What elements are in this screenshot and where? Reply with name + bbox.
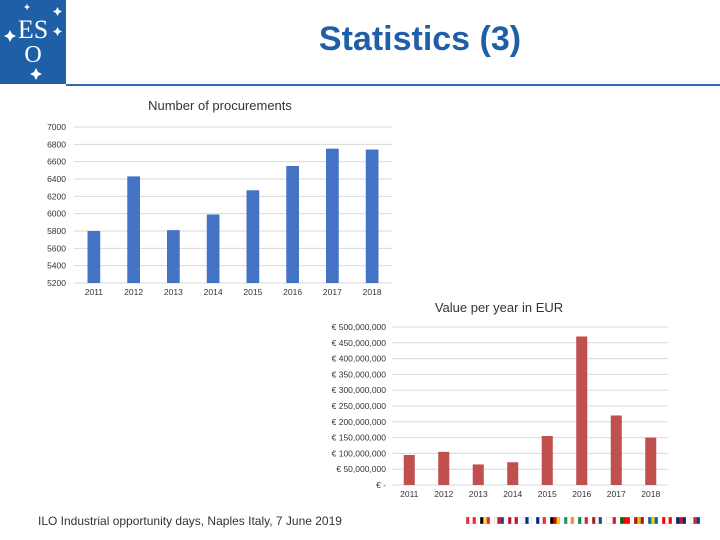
value-xtick-label: 2011 xyxy=(400,489,419,499)
procurements-ytick-label: 7000 xyxy=(47,122,66,132)
value-bar-2018 xyxy=(645,437,657,485)
procurements-ytick-label: 6000 xyxy=(47,209,66,219)
value-ytick-label: € 200,000,000 xyxy=(332,417,387,427)
procurements-ytick-label: 5800 xyxy=(47,226,66,236)
portugal-flag xyxy=(620,517,630,524)
procurements-bar-2016 xyxy=(286,166,299,283)
value-ytick-label: € 100,000,000 xyxy=(332,448,387,458)
value-xtick-label: 2013 xyxy=(469,489,488,499)
czech-flag xyxy=(494,517,504,524)
procurements-xtick-label: 2015 xyxy=(243,287,262,297)
switzerland-flag xyxy=(662,517,672,524)
procurements-xtick-label: 2013 xyxy=(164,287,183,297)
procurements-bar-2012 xyxy=(127,176,140,283)
italy-flag xyxy=(578,517,588,524)
value-xtick-label: 2014 xyxy=(503,489,522,499)
belgium-flag xyxy=(480,517,490,524)
procurements-xtick-label: 2014 xyxy=(204,287,223,297)
value-xtick-label: 2018 xyxy=(641,489,660,499)
france-flag xyxy=(536,517,546,524)
eso-logo: ES O xyxy=(0,0,66,84)
member-flags xyxy=(466,517,700,524)
procurements-ytick-label: 5200 xyxy=(47,278,66,288)
value-xtick-label: 2015 xyxy=(538,489,557,499)
value-xtick-label: 2016 xyxy=(572,489,591,499)
logo-text-bottom: O xyxy=(24,42,41,68)
poland-flag xyxy=(606,517,616,524)
finland-flag xyxy=(522,517,532,524)
ireland-flag xyxy=(564,517,574,524)
slide-title: Statistics (3) xyxy=(318,20,522,58)
austria-flag xyxy=(466,517,476,524)
value-ytick-label: € 250,000,000 xyxy=(332,401,387,411)
procurements-ytick-label: 5600 xyxy=(47,243,66,253)
value-xtick-label: 2017 xyxy=(607,489,626,499)
value-xtick-label: 2012 xyxy=(434,489,453,499)
procurements-ytick-label: 5400 xyxy=(47,261,66,271)
procurements-xtick-label: 2017 xyxy=(323,287,342,297)
netherlands-flag xyxy=(592,517,602,524)
procurements-xtick-label: 2018 xyxy=(363,287,382,297)
procurements-ytick-label: 6600 xyxy=(47,157,66,167)
procurements-bar-2015 xyxy=(246,190,260,283)
procurements-xtick-label: 2011 xyxy=(85,287,104,297)
value-ytick-label: € 350,000,000 xyxy=(332,369,387,379)
value-ytick-label: € 400,000,000 xyxy=(332,354,387,364)
value-bar-2012 xyxy=(438,451,450,485)
chile-flag xyxy=(690,517,700,524)
value-bar-2013 xyxy=(472,464,484,485)
value-ytick-label: € 500,000,000 xyxy=(332,322,387,332)
logo-text-top: ES xyxy=(18,15,48,44)
spain-flag xyxy=(634,517,644,524)
procurements-chart: Number of procurements 5200 5400 5600 5800 60… xyxy=(47,98,392,297)
value-ytick-label: € 450,000,000 xyxy=(332,338,387,348)
value-bar-2017 xyxy=(610,415,622,485)
sweden-flag xyxy=(648,517,658,524)
value-chart: Value per year in EUR € - € 50,000,000 € 10… xyxy=(332,300,668,499)
procurements-ytick-label: 6800 xyxy=(47,139,66,149)
value-ytick-label: € 50,000,000 xyxy=(336,464,386,474)
value-bar-2016 xyxy=(576,336,588,485)
uk-flag xyxy=(676,517,686,524)
value-bar-2015 xyxy=(541,436,553,485)
value-bar-2011 xyxy=(403,454,415,485)
eso-logo-graphic: ES O xyxy=(4,4,62,80)
procurements-bar-2014 xyxy=(206,214,220,283)
value-ytick-label: € 150,000,000 xyxy=(332,433,387,443)
star-icon xyxy=(4,4,62,80)
footer-text: ILO Industrial opportunity days, Naples … xyxy=(38,514,342,528)
procurements-bar-2018 xyxy=(365,149,379,283)
procurements-bar-2011 xyxy=(87,231,101,283)
value-bar-2014 xyxy=(507,462,519,485)
value-ytick-label: € - xyxy=(376,480,386,490)
procurements-ytick-label: 6200 xyxy=(47,191,66,201)
procurements-xtick-label: 2016 xyxy=(283,287,302,297)
value-title: Value per year in EUR xyxy=(435,300,563,315)
title-divider xyxy=(66,84,720,86)
germany-flag xyxy=(550,517,560,524)
procurements-bar-2017 xyxy=(326,148,339,283)
procurements-xtick-label: 2012 xyxy=(124,287,143,297)
procurements-title: Number of procurements xyxy=(148,98,292,113)
procurements-bar-2013 xyxy=(167,230,180,283)
denmark-flag xyxy=(508,517,518,524)
value-ytick-label: € 300,000,000 xyxy=(332,385,387,395)
procurements-ytick-label: 6400 xyxy=(47,174,66,184)
